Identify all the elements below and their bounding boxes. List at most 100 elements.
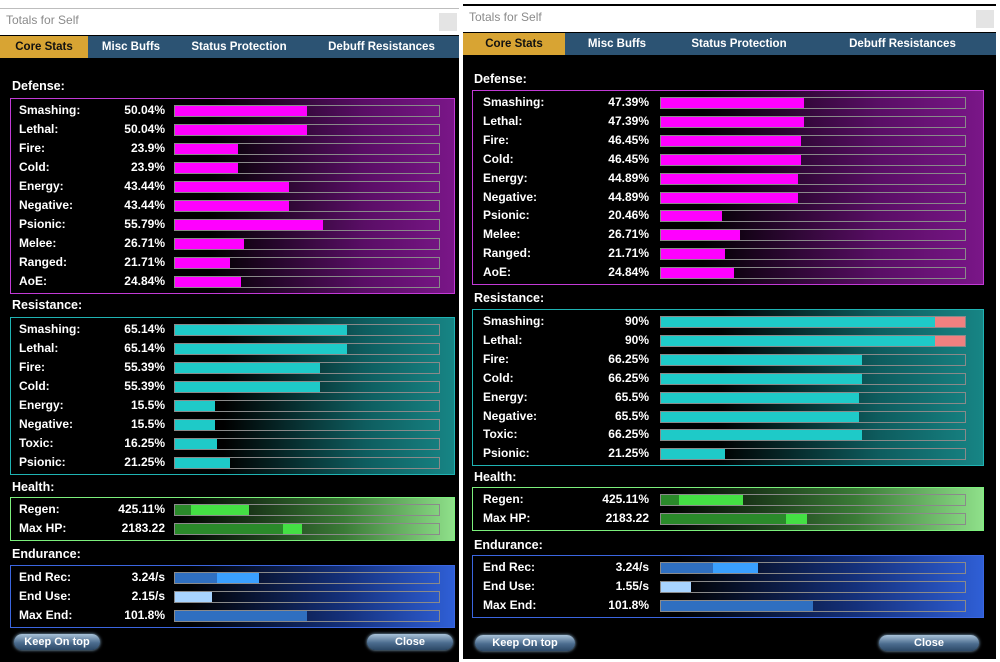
stat-bar: [660, 153, 966, 166]
stat-value: 43.44%: [124, 198, 165, 212]
stat-label: Psionic:: [483, 446, 530, 461]
stat-bar: [660, 172, 966, 185]
keep-on-top-button[interactable]: Keep On top: [475, 635, 575, 651]
resistance-row: Cold: 55.39%: [11, 378, 454, 396]
defense-row: Lethal: 50.04%: [11, 121, 454, 139]
stat-value: 2183.22: [605, 510, 649, 525]
stat-bar: [174, 591, 440, 603]
stat-value: 90%: [624, 314, 649, 328]
close-button[interactable]: Close: [367, 634, 453, 650]
endurance-row: End Rec: 3.24/s: [11, 569, 454, 587]
stat-label: End Rec:: [483, 560, 536, 574]
window-title: Totals for Self: [469, 10, 542, 24]
stat-bar-fill: [283, 524, 302, 534]
resistance-row: Toxic: 66.25%: [473, 426, 983, 444]
tab-core-stats[interactable]: Core Stats: [463, 33, 565, 55]
stat-label: Max HP:: [483, 510, 531, 525]
stat-bar-fill: [175, 277, 241, 287]
stat-label: Smashing:: [483, 314, 545, 328]
health-row: Max HP: 2183.22: [473, 510, 983, 528]
tab-status-protection[interactable]: Status Protection: [691, 38, 787, 50]
stat-value: 44.89%: [608, 170, 649, 185]
stat-bar-fill: [175, 439, 218, 449]
stat-value: 24.84%: [124, 274, 165, 288]
stat-value: 3.24/s: [615, 560, 649, 574]
stat-label: Lethal:: [19, 122, 59, 136]
health-heading: Health:: [474, 470, 517, 484]
keep-on-top-button[interactable]: Keep On top: [14, 634, 100, 650]
stat-bar: [174, 324, 440, 336]
defense-row: Lethal: 47.39%: [473, 113, 983, 131]
stat-bar: [660, 191, 966, 204]
defense-row: Smashing: 47.39%: [473, 94, 983, 112]
tab-debuff-resistances[interactable]: Debuff Resistances: [849, 38, 956, 50]
stat-bar-fill: [661, 116, 804, 127]
endurance-heading: Endurance:: [474, 538, 543, 552]
defense-row: Energy: 44.89%: [473, 170, 983, 188]
stat-bar: [174, 610, 440, 622]
stat-label: Fire:: [19, 141, 46, 155]
stat-bar: [174, 257, 440, 269]
stat-label: Toxic:: [19, 436, 54, 450]
stat-bar-base: [661, 513, 786, 524]
endurance-row: End Use: 1.55/s: [473, 578, 983, 596]
stat-bar-base: [175, 505, 191, 515]
stat-bar: [660, 580, 966, 593]
stat-bar-fill: [661, 392, 859, 403]
resistance-row: Smashing: 65.14%: [11, 321, 454, 339]
stat-bar-base: [175, 611, 307, 621]
stat-value: 90%: [624, 332, 649, 347]
stat-bar: [174, 438, 440, 450]
stat-bar: [660, 512, 966, 525]
resistance-row: Psionic: 21.25%: [473, 445, 983, 463]
titlebar-close-icon[interactable]: [976, 10, 994, 28]
stat-value: 66.25%: [608, 351, 649, 366]
stat-label: Cold:: [19, 379, 50, 393]
window-titlebar[interactable]: Totals for Self: [0, 9, 459, 35]
stat-value: 46.45%: [608, 132, 649, 147]
defense-heading: Defense:: [474, 72, 527, 86]
stat-bar: [174, 143, 440, 155]
stat-bar-fill: [175, 239, 244, 249]
stat-bar-fill: [175, 163, 239, 173]
stat-bar-fill: [661, 98, 804, 108]
defense-row: Negative: 43.44%: [11, 197, 454, 215]
defense-panel: Smashing: 50.04% Lethal: 50.04% Fire: 23.9% Co…: [10, 98, 455, 294]
tab-misc-buffs[interactable]: Misc Buffs: [101, 41, 161, 53]
stat-bar-fill: [661, 268, 734, 279]
stat-value: 55.79%: [124, 217, 165, 231]
endurance-row: End Use: 2.15/s: [11, 588, 454, 606]
tab-debuff-resistances[interactable]: Debuff Resistances: [328, 41, 435, 53]
stat-bar-cap: [934, 335, 965, 346]
stat-bar: [660, 210, 966, 223]
tab-status-protection[interactable]: Status Protection: [191, 41, 287, 53]
stat-label: Smashing:: [19, 322, 81, 336]
stat-label: Negative:: [483, 408, 538, 423]
resistance-row: Negative: 15.5%: [11, 416, 454, 434]
defense-row: Melee: 26.71%: [473, 226, 983, 244]
stat-bar: [174, 181, 440, 193]
stat-label: Psionic:: [19, 455, 66, 469]
stat-bar-fill: [661, 335, 935, 346]
tab-core-stats[interactable]: Core Stats: [0, 36, 88, 58]
stat-value: 55.39%: [124, 379, 165, 393]
stat-bar: [660, 334, 966, 347]
defense-row: Psionic: 20.46%: [473, 207, 983, 225]
stat-bar-fill: [661, 211, 722, 222]
resistance-row: Fire: 55.39%: [11, 359, 454, 377]
titlebar-close-icon[interactable]: [439, 13, 457, 31]
stat-value: 65.5%: [614, 389, 649, 404]
stat-label: Max HP:: [19, 521, 67, 535]
stat-bar: [660, 599, 966, 612]
stat-bar: [660, 562, 966, 574]
stat-bar: [660, 97, 966, 109]
defense-row: Energy: 43.44%: [11, 178, 454, 196]
window-titlebar[interactable]: Totals for Self: [463, 6, 996, 32]
tab-misc-buffs[interactable]: Misc Buffs: [587, 38, 647, 50]
stat-bar-fill: [661, 354, 862, 365]
endurance-heading: Endurance:: [12, 547, 81, 561]
resistance-row: Smashing: 90%: [473, 313, 983, 331]
close-button[interactable]: Close: [879, 635, 979, 651]
stat-bar: [174, 572, 440, 584]
stat-bar-fill: [175, 106, 307, 116]
